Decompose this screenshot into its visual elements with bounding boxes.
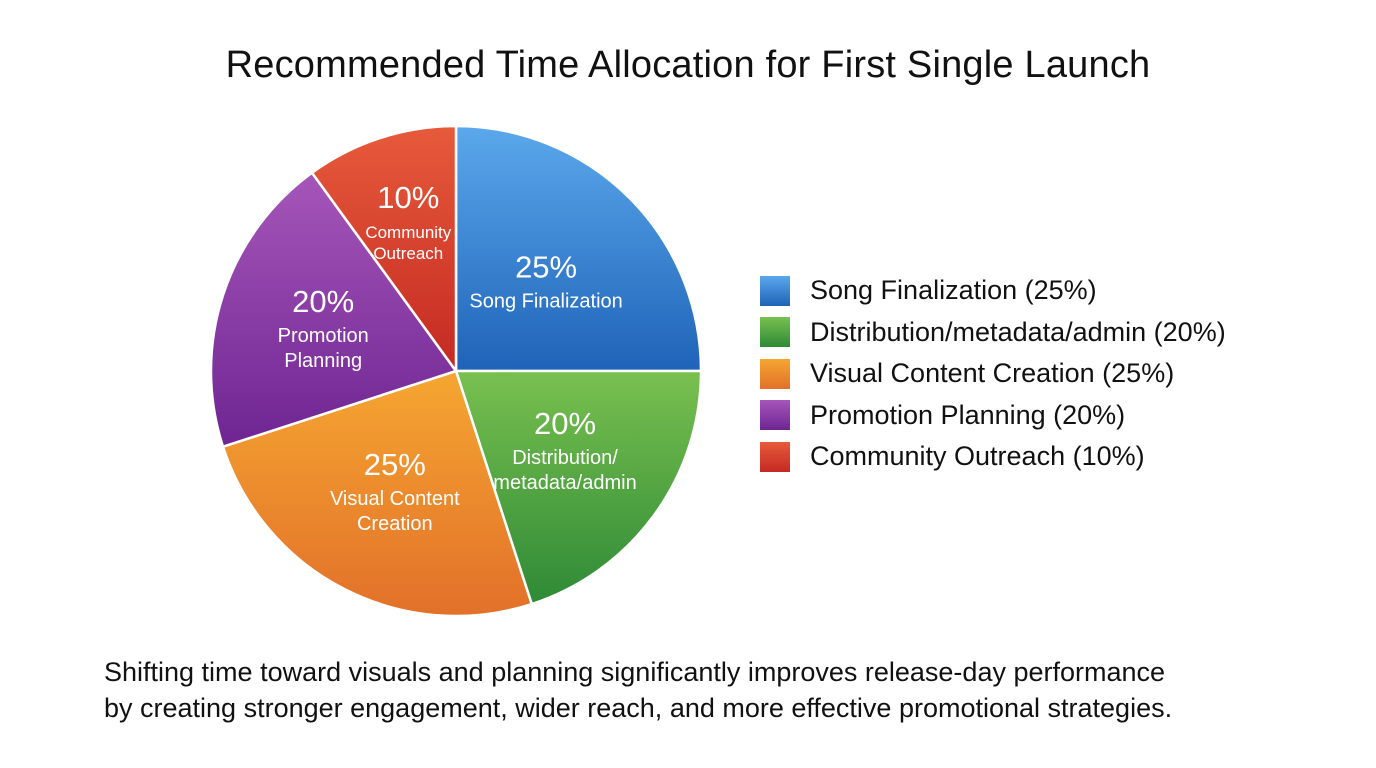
legend-label: Distribution/metadata/admin (20%): [810, 316, 1226, 347]
slice-category-label: Distribution/: [512, 447, 618, 469]
legend-swatch: [760, 358, 790, 389]
caption-line-2: by creating stronger engagement, wider r…: [104, 693, 1173, 723]
legend-swatch: [760, 441, 790, 472]
pie-slices: [209, 124, 703, 618]
legend-item-distribution: Distribution/metadata/admin (20%): [760, 312, 1360, 354]
chart-caption: Shifting time toward visuals and plannin…: [104, 654, 1304, 726]
pie-slice-visual-content-creation: [221, 369, 533, 618]
legend-swatch: [760, 317, 790, 348]
legend-label: Promotion Planning (20%): [810, 399, 1126, 430]
legend-swatch: [760, 400, 790, 431]
legend-label: Visual Content Creation (25%): [810, 358, 1175, 389]
legend-swatch: [760, 275, 790, 306]
chart-title: Recommended Time Allocation for First Si…: [225, 44, 1151, 86]
slice-percent-label: 20%: [292, 284, 354, 319]
legend-label: Community Outreach (10%): [810, 441, 1145, 472]
legend-item-promotion-planning: Promotion Planning (20%): [760, 395, 1360, 437]
slice-category-label: Planning: [284, 350, 362, 372]
slice-percent-label: 25%: [364, 447, 426, 482]
pie-labels: 25% Song Finalization 20% Distribution/meta…: [278, 180, 637, 535]
slice-category-label: Creation: [357, 513, 433, 535]
slice-category-label: Promotion: [278, 325, 369, 347]
legend-item-community-outreach: Community Outreach (10%): [760, 436, 1360, 478]
pie-slice-distribution-metadata-admin: [454, 369, 703, 606]
slice-percent-label: 10%: [377, 180, 439, 215]
chart-legend: Song Finalization (25%) Distribution/met…: [760, 270, 1360, 478]
slice-category-label: metadata/admin: [493, 472, 636, 494]
legend-item-visual-content: Visual Content Creation (25%): [760, 353, 1360, 395]
slice-percent-label: 25%: [515, 249, 577, 284]
slice-category-label: Community: [365, 223, 451, 242]
pie-slice-community-outreach: [310, 124, 458, 373]
slice-category-label: Outreach: [373, 244, 443, 263]
slice-category-label: Song Finalization: [469, 290, 622, 312]
legend-label: Song Finalization (25%): [810, 275, 1097, 306]
pie-slice-song-finalization: [454, 124, 703, 373]
slice-percent-label: 20%: [534, 406, 596, 441]
pie-slice-promotion-planning: [209, 171, 458, 448]
slice-category-label: Visual Content: [330, 488, 460, 510]
caption-line-1: Shifting time toward visuals and plannin…: [104, 657, 1166, 687]
legend-item-song-finalization: Song Finalization (25%): [760, 270, 1360, 312]
